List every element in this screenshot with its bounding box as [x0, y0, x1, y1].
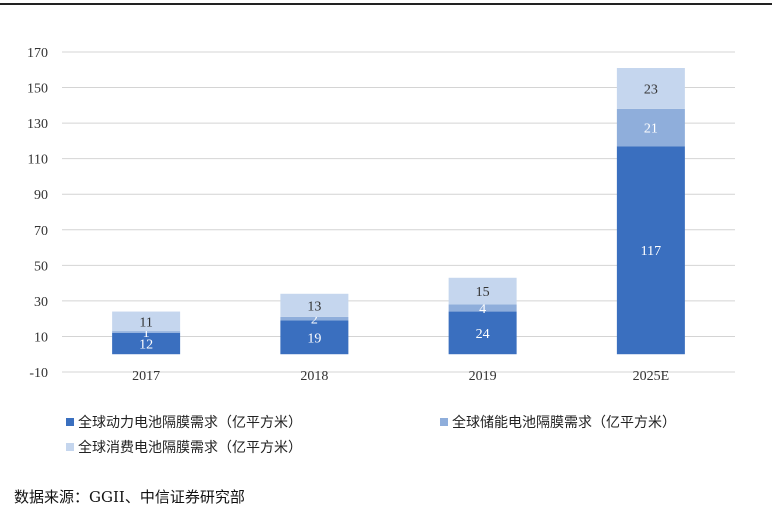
x-tick-label: 2018	[300, 369, 328, 384]
data-label: 1	[143, 326, 150, 341]
source-note: 数据来源：GGII、中信证券研究部	[14, 488, 245, 506]
legend-label-consumer: 全球消费电池隔膜需求（亿平方米）	[78, 440, 302, 456]
y-axis: -10 10 30 50 70 90 110 130 150 170	[27, 46, 48, 381]
legend-swatch-storage	[440, 418, 448, 426]
y-tick-label: 110	[28, 153, 48, 168]
x-tick-label: 2019	[469, 369, 497, 384]
bar-segment	[280, 293, 349, 317]
legend-label-storage: 全球储能电池隔膜需求（亿平方米）	[452, 415, 676, 431]
legend-item-power: 全球动力电池隔膜需求（亿平方米）	[66, 412, 302, 432]
data-label: 21	[644, 122, 658, 137]
legend-item-storage: 全球储能电池隔膜需求（亿平方米）	[440, 412, 676, 432]
y-tick-label: 150	[27, 82, 48, 97]
y-tick-label: 130	[27, 117, 48, 132]
y-tick-label: 70	[34, 224, 48, 239]
legend-swatch-power	[66, 418, 74, 426]
y-tick-label: -10	[29, 366, 48, 381]
x-tick-label: 2017	[132, 369, 160, 384]
bar-segment	[616, 146, 685, 355]
legend-label-power: 全球动力电池隔膜需求（亿平方米）	[78, 415, 302, 431]
legend-item-consumer: 全球消费电池隔膜需求（亿平方米）	[66, 437, 302, 457]
y-tick-label: 170	[27, 46, 48, 61]
data-label: 117	[641, 244, 661, 259]
bar-segment	[280, 316, 349, 321]
y-tick-label: 30	[34, 295, 48, 310]
bar-segment	[112, 332, 181, 355]
x-axis: 2017 2018 2019 2025E	[132, 369, 669, 384]
y-tick-label: 10	[34, 330, 48, 345]
bar-segment	[280, 320, 349, 355]
bar-segment	[448, 304, 517, 312]
data-label: 4	[479, 302, 486, 317]
data-label: 11	[139, 315, 152, 330]
bar-segment	[448, 277, 517, 305]
data-label: 12	[139, 338, 153, 353]
bar-segment	[448, 311, 517, 355]
data-label: 23	[644, 82, 658, 97]
y-tick-label: 50	[34, 259, 48, 274]
x-tick-label: 2025E	[633, 369, 670, 384]
bar-segment	[616, 108, 685, 147]
data-label: 15	[476, 285, 490, 300]
top-rule	[0, 3, 772, 5]
bar-segment	[112, 311, 181, 332]
legend-swatch-consumer	[66, 443, 74, 451]
data-label: 24	[476, 327, 490, 342]
y-tick-label: 90	[34, 188, 48, 203]
bar-segment	[616, 68, 685, 109]
data-label: 2	[311, 313, 318, 328]
data-label: 13	[307, 299, 321, 314]
data-label: 19	[307, 331, 321, 346]
bar-segment	[112, 331, 181, 333]
